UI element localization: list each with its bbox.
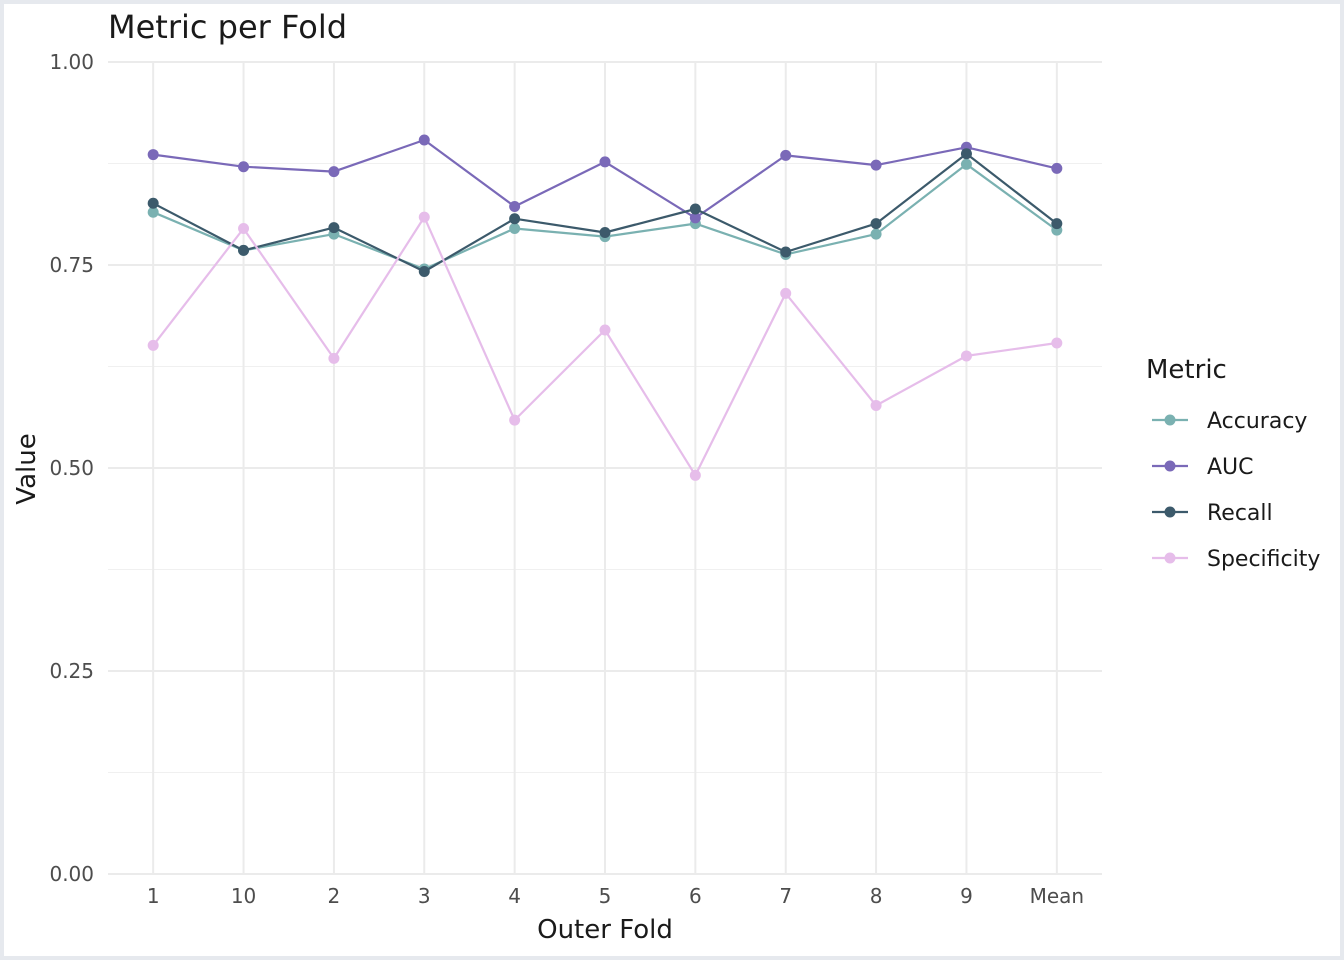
series-layer	[147, 134, 1063, 481]
x-tick-label: 4	[508, 884, 521, 908]
data-point-recall	[870, 218, 882, 230]
data-point-auc	[509, 201, 521, 213]
data-point-auc	[689, 212, 701, 224]
data-point-auc	[1051, 162, 1063, 174]
y-tick-label: 0.50	[49, 456, 94, 480]
data-point-auc	[780, 149, 792, 161]
y-axis-title: Value	[12, 433, 42, 504]
series-specificity	[147, 211, 1063, 481]
x-tick-label: 6	[689, 884, 702, 908]
y-tick-label: 0.25	[49, 659, 94, 683]
legend-swatch-point	[1164, 460, 1176, 472]
data-point-recall	[147, 197, 159, 209]
data-point-accuracy	[960, 158, 972, 170]
data-point-recall	[780, 246, 792, 258]
data-point-auc	[238, 161, 250, 173]
y-tick-label: 1.00	[49, 50, 94, 74]
data-point-recall	[689, 203, 701, 215]
x-tick-label: 9	[960, 884, 973, 908]
data-point-accuracy	[870, 228, 882, 240]
data-point-specificity	[509, 414, 521, 426]
data-point-specificity	[238, 222, 250, 234]
line-chart: Metric per Fold 0.00 0.25 0.50 0.75 1.00 1 10…	[12, 8, 1320, 945]
x-tick-label: 8	[870, 884, 883, 908]
series-auc	[147, 134, 1063, 224]
data-point-specificity	[1051, 337, 1063, 349]
legend-label: Recall	[1207, 501, 1273, 526]
legend-label: AUC	[1207, 455, 1254, 480]
legend-label: Accuracy	[1207, 409, 1307, 434]
x-axis-title: Outer Fold	[537, 915, 673, 945]
legend-swatch-point	[1164, 552, 1176, 564]
x-tick-label: 10	[231, 884, 256, 908]
data-point-specificity	[689, 469, 701, 481]
data-point-specificity	[599, 324, 611, 336]
data-point-auc	[870, 159, 882, 171]
x-tick-label: 1	[147, 884, 160, 908]
data-point-specificity	[328, 352, 340, 364]
legend-item-recall: Recall	[1152, 501, 1273, 526]
legend-swatch-point	[1164, 506, 1176, 518]
data-point-recall	[328, 222, 340, 234]
data-point-specificity	[960, 350, 972, 362]
x-tick-label: 2	[328, 884, 341, 908]
data-point-recall	[599, 227, 611, 239]
data-point-specificity	[418, 211, 430, 223]
x-tick-label: Mean	[1030, 884, 1085, 908]
x-tick-label: 3	[418, 884, 431, 908]
legend-item-auc: AUC	[1152, 455, 1254, 480]
data-point-recall	[1051, 218, 1063, 230]
legend-label: Specificity	[1207, 547, 1320, 572]
data-point-recall	[509, 213, 521, 225]
grid	[108, 61, 1102, 875]
legend-title: Metric	[1146, 355, 1227, 385]
data-point-accuracy	[147, 206, 159, 218]
data-point-specificity	[147, 339, 159, 351]
data-point-auc	[599, 156, 611, 168]
x-tick-label: 5	[599, 884, 612, 908]
data-point-auc	[147, 149, 159, 161]
data-point-recall	[238, 244, 250, 256]
data-point-auc	[328, 166, 340, 178]
data-point-accuracy	[509, 222, 521, 234]
data-point-auc	[418, 134, 430, 146]
data-point-recall	[960, 148, 972, 160]
y-tick-label: 0.00	[49, 862, 94, 886]
x-tick-label: 7	[779, 884, 792, 908]
data-point-specificity	[870, 399, 882, 411]
x-axis-ticks: 1 10 2 3 4 5 6 7 8 9 Mean	[147, 884, 1084, 908]
y-tick-label: 0.75	[49, 253, 94, 277]
series-recall	[147, 148, 1063, 277]
y-axis-ticks: 0.00 0.25 0.50 0.75 1.00	[49, 50, 94, 886]
legend-item-specificity: Specificity	[1152, 547, 1320, 572]
legend-swatch-point	[1164, 414, 1176, 426]
chart-title: Metric per Fold	[108, 8, 347, 46]
data-point-recall	[418, 265, 430, 277]
legend-item-accuracy: Accuracy	[1152, 409, 1307, 434]
data-point-specificity	[780, 287, 792, 299]
legend: Metric Accuracy AUC Recall Specificity	[1146, 355, 1320, 572]
chart-frame: Metric per Fold 0.00 0.25 0.50 0.75 1.00 1 10…	[4, 4, 1340, 956]
